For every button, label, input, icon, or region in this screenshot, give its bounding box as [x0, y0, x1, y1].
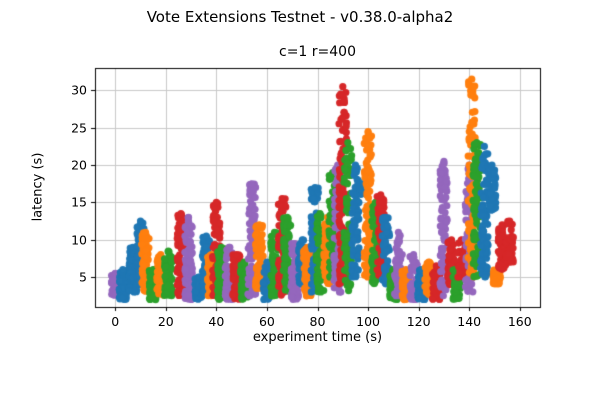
y-tick-label: 10 — [71, 232, 87, 248]
x-tick-label: 60 — [258, 314, 275, 329]
y-tick-label: 25 — [71, 120, 87, 136]
figure-title: Vote Extensions Testnet - v0.38.0-alpha2 — [146, 8, 454, 26]
x-tick-label: 40 — [208, 314, 225, 329]
x-tick-label: 120 — [406, 314, 431, 329]
x-axis-label: experiment time (s) — [252, 330, 383, 345]
x-tick-label: 20 — [157, 314, 174, 329]
x-tick-label: 0 — [111, 314, 120, 329]
axes-title: c=1 r=400 — [279, 44, 356, 60]
y-tick-label: 5 — [79, 269, 87, 285]
x-tick-label: 140 — [457, 314, 482, 329]
x-tick-label: 160 — [507, 314, 532, 329]
y-tick-label: 20 — [71, 157, 87, 173]
y-axis-label: latency (s) — [30, 152, 46, 222]
x-tick-label: 100 — [356, 314, 380, 329]
y-tick-label: 30 — [71, 82, 87, 98]
x-tick-label: 80 — [309, 314, 326, 329]
y-tick-label: 15 — [71, 194, 87, 210]
